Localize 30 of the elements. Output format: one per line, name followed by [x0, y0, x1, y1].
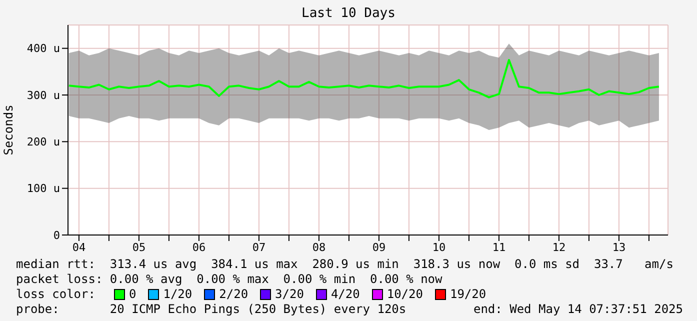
y-tick-label: 300 u — [26, 88, 60, 102]
x-tick-label: 07 — [252, 240, 266, 254]
line-series — [68, 59, 660, 98]
text: median rtt: 313.4 us avg 384.1 us max 280.9 us min 318.3 us now 0.0 ms sd 33.7 am/s — [16, 257, 674, 272]
legend-label: 3/20 — [275, 287, 304, 302]
x-tick-label: 09 — [372, 240, 386, 254]
x-tick-label: 05 — [132, 240, 146, 254]
legend-label: 2/20 — [219, 287, 248, 302]
y-tick-label: 200 u — [26, 136, 60, 149]
x-tick-label: 08 — [312, 240, 326, 254]
x-tick-label: 04 — [72, 240, 86, 254]
legend-label: 4/20 — [330, 287, 360, 302]
legend-label: 10/20 — [386, 287, 423, 302]
y-axis-title: Seconds — [1, 104, 16, 156]
y-tick-label: 100 u — [26, 182, 60, 196]
text: end: Wed May 14 07:37:51 2025 — [473, 302, 683, 317]
text: packet loss: 0.00 % avg 0.00 % max 0.00 % min 0.00 % now — [16, 272, 444, 287]
y-tick-label: 400 u — [26, 42, 60, 56]
x-tick-label: 11 — [492, 240, 506, 254]
text: probe: 20 ICMP Echo Pings (250 Bytes) every 120s — [16, 302, 406, 317]
x-tick-label: 10 — [432, 240, 446, 254]
x-tick-label: 13 — [612, 240, 626, 254]
legend-title: loss color: — [16, 287, 96, 302]
legend-label: 0 — [129, 287, 136, 302]
y-tick-label: 0 — [53, 228, 60, 242]
chart-title: Last 10 Days — [300, 5, 396, 21]
x-tick-label: 12 — [552, 240, 566, 254]
legend-label: 19/20 — [450, 287, 486, 302]
legend-label: 1/20 — [163, 287, 192, 302]
x-tick-label: 06 — [192, 240, 206, 254]
